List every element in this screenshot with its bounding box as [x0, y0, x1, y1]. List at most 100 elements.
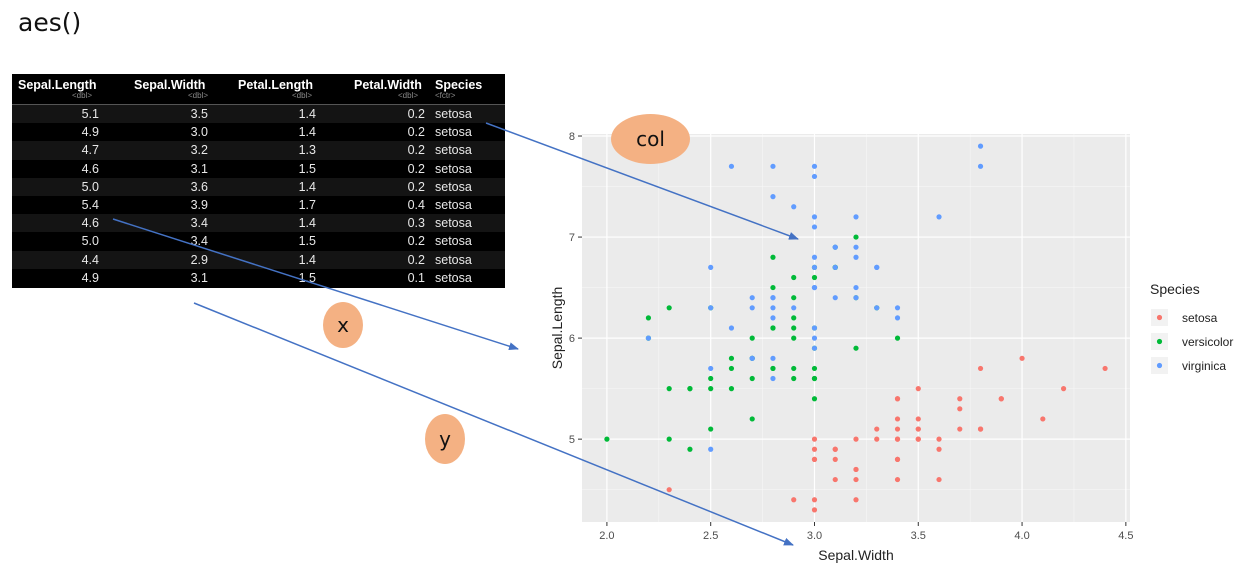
data-point-virginica [853, 295, 859, 301]
x-arrow [112, 218, 519, 351]
data-point-versicolor [666, 305, 672, 311]
data-point-versicolor [708, 426, 714, 432]
table-cell: setosa [435, 197, 472, 212]
data-point-versicolor [894, 335, 901, 341]
data-point-versicolor [687, 446, 693, 452]
data-point-virginica [708, 305, 714, 311]
y-tick-label: 7 [569, 232, 575, 244]
data-point-versicolor [770, 284, 776, 291]
table-cell: 3.6 [190, 179, 208, 194]
data-point-versicolor [853, 345, 859, 351]
table-cell: 1.4 [298, 107, 316, 121]
x-tick-label: 2.5 [703, 530, 718, 542]
data-point-virginica [832, 264, 838, 270]
data-point-versicolor [811, 375, 818, 382]
table-cell: 3.4 [190, 216, 208, 231]
column-type-species: <fctr> [435, 91, 456, 100]
data-point-versicolor [728, 386, 735, 392]
data-point-virginica [770, 194, 776, 200]
table-cell: 0.2 [407, 125, 425, 140]
data-point-virginica [811, 325, 818, 331]
data-point-setosa [894, 396, 901, 402]
data-point-versicolor [811, 365, 818, 372]
table-cell: 3.0 [190, 125, 208, 140]
table-body: 5.1 3.5 1.4 0.2 setosa 4.9 3.0 1.4 0.2 setosa 4.7 3… [12, 105, 505, 287]
table-cell: 5.0 [81, 179, 99, 194]
table-header: Sepal.Length <dbl> Sepal.Width <dbl> Pet… [12, 74, 505, 105]
data-point-virginica [853, 214, 859, 220]
data-point-virginica [853, 244, 859, 250]
x-tick-label: 4.5 [1118, 530, 1133, 542]
data-point-versicolor [666, 436, 672, 442]
data-point-setosa [853, 466, 859, 473]
data-point-versicolor [853, 234, 859, 240]
data-point-setosa [1102, 365, 1108, 372]
table-cell: 5.1 [81, 107, 99, 121]
data-point-virginica [708, 446, 714, 452]
data-point-setosa [936, 436, 942, 442]
data-point-setosa [894, 476, 901, 483]
data-point-versicolor [791, 365, 797, 372]
data-point-versicolor [791, 274, 797, 281]
column-header-sepal-length: Sepal.Length [18, 78, 97, 92]
data-point-versicolor [811, 396, 818, 402]
table-cell: 0.2 [407, 234, 425, 249]
table-cell: 1.5 [298, 234, 316, 249]
data-point-virginica [811, 224, 818, 230]
table-cell: 1.5 [298, 270, 316, 285]
table-cell: 2.9 [190, 252, 208, 267]
table-row: 5.4 3.9 1.7 0.4 setosa [12, 195, 505, 215]
data-point-setosa [832, 446, 838, 452]
data-point-virginica [811, 163, 818, 169]
table-cell: 0.2 [407, 143, 425, 158]
data-point-virginica [811, 173, 818, 180]
page-title: aes() [18, 8, 82, 37]
data-point-virginica [977, 143, 984, 149]
y-tick-label: 5 [569, 434, 575, 446]
column-type-sepal-width: <dbl> [188, 91, 209, 100]
table-row: 5.1 3.5 1.4 0.2 setosa [12, 105, 505, 124]
data-point-virginica [749, 305, 755, 311]
table-row: 4.9 3.0 1.4 0.2 setosa [12, 123, 505, 142]
data-point-setosa [915, 426, 921, 432]
data-point-setosa [894, 456, 901, 462]
data-point-versicolor [791, 335, 797, 341]
data-point-setosa [936, 446, 942, 452]
y-bubble: y [425, 414, 465, 464]
data-point-versicolor [749, 335, 755, 341]
x-tick-label: 4.0 [1014, 530, 1029, 542]
data-point-virginica [811, 214, 818, 220]
data-point-setosa [915, 416, 921, 422]
data-point-setosa [811, 446, 818, 452]
table-cell: 5.4 [81, 197, 99, 212]
data-point-setosa [811, 436, 818, 442]
data-point-virginica [811, 345, 818, 351]
column-header-sepal-width: Sepal.Width [134, 78, 206, 92]
data-point-setosa [894, 416, 901, 422]
table-cell: 3.9 [190, 197, 208, 212]
data-point-versicolor [728, 365, 735, 372]
data-point-setosa [832, 476, 838, 483]
data-point-versicolor [666, 386, 672, 392]
data-point-virginica [936, 214, 942, 220]
data-point-versicolor [708, 386, 714, 392]
table-cell: 3.5 [190, 107, 208, 121]
data-point-virginica [728, 163, 735, 169]
col-bubble: col [611, 114, 690, 164]
table-cell: setosa [435, 125, 472, 140]
data-point-setosa [894, 436, 901, 442]
data-point-setosa [832, 456, 838, 462]
data-point-virginica [832, 295, 838, 301]
table-cell: 1.5 [298, 161, 316, 176]
table-cell: 1.4 [298, 216, 316, 231]
data-point-setosa [811, 507, 818, 513]
data-point-virginica [770, 355, 776, 361]
data-point-virginica [770, 305, 776, 311]
data-point-virginica [874, 264, 880, 270]
data-point-virginica [853, 254, 859, 260]
data-point-versicolor [749, 416, 755, 422]
legend-key-versicolor [1156, 338, 1163, 345]
column-type-petal-width: <dbl> [398, 91, 419, 100]
data-point-versicolor [687, 386, 693, 392]
column-header-species: Species [435, 78, 483, 92]
